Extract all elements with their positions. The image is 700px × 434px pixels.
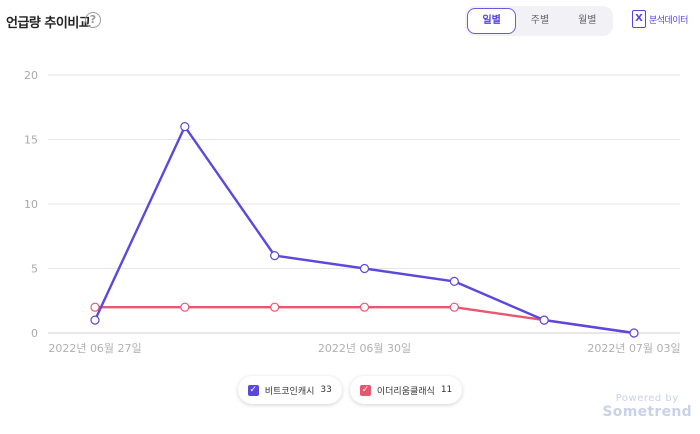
legend: ✓ 비트코인캐시 33 ✓ 이더리움클래식 11 xyxy=(0,376,700,404)
y-tick-label: 20 xyxy=(24,69,38,82)
legend-label: 비트코인캐시 xyxy=(264,386,315,397)
data-point xyxy=(449,276,459,286)
powered-by-text: Powered by xyxy=(615,393,679,404)
tab-monthly[interactable]: 월별 xyxy=(578,15,597,26)
x-tick-label: 2022년 06월 27일 xyxy=(48,341,141,355)
data-point xyxy=(270,302,280,312)
legend-label: 이더리움클래식 xyxy=(376,386,435,397)
checkbox-icon: ✓ xyxy=(359,384,371,396)
data-point xyxy=(180,121,190,132)
checkbox-icon: ✓ xyxy=(247,384,259,396)
brand-name: Sometrend xyxy=(602,404,692,420)
y-tick-label: 10 xyxy=(24,198,38,211)
data-point xyxy=(270,251,280,261)
period-tabs: 일별 주별 월별 xyxy=(465,6,613,36)
x-tick-label: 2022년 07월 03일 xyxy=(587,341,680,355)
y-tick-label: 0 xyxy=(31,327,38,340)
data-point xyxy=(629,328,639,338)
x-tick-label: 2022년 06월 30일 xyxy=(318,341,411,355)
tab-daily[interactable]: 일별 xyxy=(467,8,517,34)
data-point xyxy=(180,302,190,312)
export-data-label: 분석데이터 xyxy=(649,15,688,26)
legend-item-ethereum-classic[interactable]: ✓ 이더리움클래식 11 xyxy=(349,376,463,404)
data-point xyxy=(359,263,370,274)
help-icon[interactable]: ? xyxy=(85,12,101,28)
data-point xyxy=(359,302,370,312)
legend-item-bitcoin-cash[interactable]: ✓ 비트코인캐시 33 xyxy=(237,376,342,404)
export-data-button[interactable]: X 분석데이터 xyxy=(632,10,688,28)
legend-count: 33 xyxy=(320,385,332,395)
data-point xyxy=(90,302,100,312)
data-point xyxy=(449,302,459,312)
powered-by-logo: Powered by Sometrend xyxy=(602,393,692,420)
data-point xyxy=(90,315,100,325)
y-tick-label: 15 xyxy=(24,134,38,147)
data-point xyxy=(539,315,549,325)
tab-weekly[interactable]: 주별 xyxy=(530,15,550,26)
page-title: 언급량 추이비교 xyxy=(6,16,91,31)
legend-count: 11 xyxy=(440,385,453,395)
series-line xyxy=(93,125,635,335)
y-tick-label: 5 xyxy=(31,263,38,276)
excel-icon: X xyxy=(632,10,646,28)
